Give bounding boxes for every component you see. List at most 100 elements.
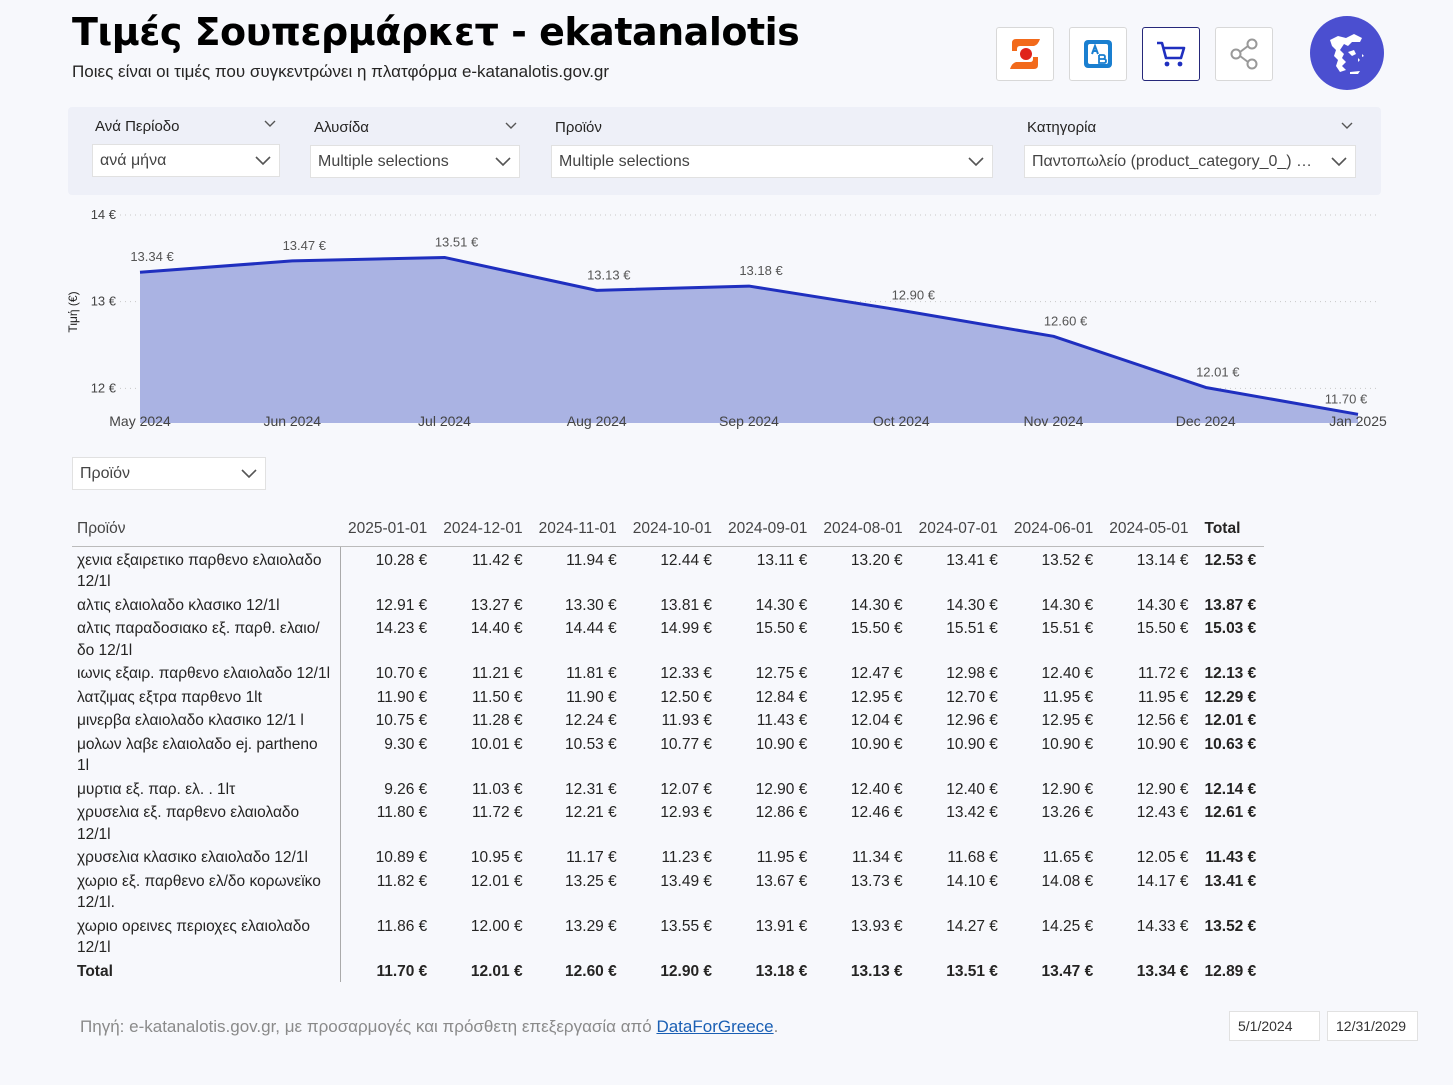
table-row: μινερβα ελαιολαδο κλασικο 12/1 l 10.75 € 1… [72,708,1264,732]
greece-map-button[interactable] [1310,16,1384,90]
price-cell: 15.50 € [755,620,808,637]
price-cell: 14.44 € [565,620,617,637]
ab-button[interactable] [1069,27,1127,81]
table-row: αλτις παραδοσιακο εξ. παρθ. ελαιο/δο 12/… [72,616,1264,661]
price-cell: 12.01 € [470,962,523,980]
table-row: μυρτια εξ. παρ. ελ. . 1lτ 9.26 € 11.03 € 12… [72,776,1264,800]
row-total-cell: 11.43 € [1205,849,1257,866]
price-cell: 12.56 € [1136,712,1189,729]
column-header-date[interactable]: 2024-08-01 [815,512,911,547]
price-cell: 12.47 € [850,665,903,682]
date-start-input[interactable]: 5/1/2024 [1229,1011,1320,1041]
sklavenitis-button[interactable] [996,27,1054,81]
price-cell: 13.41 € [946,551,998,569]
price-cell: 10.90 € [946,735,998,753]
price-cell: 14.27 € [946,917,998,935]
price-cell: 11.72 € [472,804,523,821]
data-label: 13.47 € [283,238,327,253]
data-label: 12.60 € [1044,313,1088,328]
row-total-cell: 15.03 € [1204,620,1257,637]
price-cell: 13.52 € [1041,551,1094,569]
price-cell: 12.95 € [850,688,903,706]
price-cell: 14.30 € [1041,596,1094,614]
data-label: 12.01 € [1196,364,1240,379]
price-cell: 14.33 € [1136,917,1189,935]
price-cell: 12.01 € [470,872,523,890]
price-cell: 12.70 € [946,688,998,706]
table-row: χωριο ορεινες περιοχες ελαιολαδο 12/1l 11… [72,913,1264,959]
price-cell: 14.30 € [946,596,998,614]
price-cell: 12.31 € [565,780,617,798]
product-filter-label: Προϊόν [555,119,602,136]
price-cell: 15.51 € [946,620,998,637]
column-header-date[interactable]: 2025-01-01 [340,512,436,547]
chevron-down-icon [1331,157,1347,167]
price-cell: 11.50 € [472,688,523,706]
price-cell: 13.47 € [1041,962,1094,980]
price-cell: 13.25 € [565,872,617,890]
column-header-total[interactable]: Total [1196,512,1265,547]
price-cell: 10.90 € [1136,735,1189,753]
price-cell: 12.40 € [850,780,903,798]
price-cell: 12.05 € [1136,849,1189,866]
price-cell: 12.95 € [1041,712,1094,729]
price-cell: 10.90 € [850,735,903,753]
price-cell: 10.90 € [1041,735,1094,753]
price-cell: 12.90 € [1136,780,1189,798]
price-cell: 14.30 € [850,596,903,614]
column-header-date[interactable]: 2024-06-01 [1005,512,1102,547]
price-cell: 13.51 € [946,962,998,980]
price-cell: 13.81 € [660,596,713,614]
x-tick-label: Jun 2024 [263,413,321,429]
column-header-date[interactable]: 2024-07-01 [910,512,1006,547]
dataforgreece-link[interactable]: DataForGreece [656,1017,774,1036]
product-dropdown[interactable]: Multiple selections [551,145,993,178]
price-cell: 14.99 € [660,620,713,637]
greece-map-icon [1330,34,1364,74]
cart-button[interactable] [1142,27,1200,81]
category-collapse-chevron-icon[interactable] [1341,122,1353,130]
share-button[interactable] [1215,27,1273,81]
date-end-input[interactable]: 12/31/2029 [1327,1011,1418,1041]
category-dropdown[interactable]: Παντοπωλείο (product_category_0_) + ... [1024,145,1356,178]
price-cell: 13.20 € [850,551,903,569]
chevron-down-icon [241,469,257,479]
period-dropdown[interactable]: ανά μήνα [92,144,280,177]
price-cell: 11.93 € [661,712,713,729]
column-header-date[interactable]: 2024-12-01 [435,512,531,547]
product-name-cell: αλτις παραδοσιακο εξ. παρθ. ελαιο/δο 12/… [72,616,341,661]
price-cell: 11.21 € [472,665,523,682]
column-header-date[interactable]: 2024-11-01 [530,512,625,547]
price-cell: 12.75 € [755,665,808,682]
chain-collapse-chevron-icon[interactable] [505,122,517,130]
price-cell: 9.30 € [384,735,428,753]
price-cell: 14.10 € [946,872,998,890]
column-header-date[interactable]: 2024-05-01 [1101,512,1197,547]
price-cell: 11.23 € [661,849,713,866]
period-dropdown-value: ανά μήνα [100,151,167,169]
price-cell: 14.30 € [755,596,808,614]
price-cell: 10.77 € [660,735,713,753]
price-cell: 12.04 € [850,712,903,729]
price-cell: 12.90 € [755,780,808,798]
column-header-product[interactable]: Προϊόν [72,512,340,547]
price-cell: 11.90 € [566,688,617,706]
price-cell: 14.08 € [1041,872,1094,890]
price-cell: 11.94 € [566,551,617,569]
source-footer: Πηγή: e-katanalotis.gov.gr, με προσαρμογ… [80,1017,778,1037]
period-collapse-chevron-icon[interactable] [264,120,276,128]
column-header-date[interactable]: 2024-10-01 [624,512,721,547]
price-area-chart: 14 € 13 € 12 € Τιμή (€) 13.34 € May 2024 13.47… [66,207,1387,429]
price-cell: 11.86 € [376,917,428,935]
table-row: ιωνις εξαιρ. παρθενο ελαιολαδο 12/1l 10.7… [72,661,1264,685]
price-cell: 10.75 € [375,712,428,729]
chain-dropdown[interactable]: Multiple selections [310,145,520,178]
table-product-slicer[interactable]: Προϊόν [72,457,266,490]
column-header-date[interactable]: 2024-09-01 [720,512,816,547]
x-tick-label: Nov 2024 [1024,413,1084,429]
price-cell: 12.00 € [470,917,523,935]
source-end: . [773,1017,779,1036]
data-label: 13.51 € [435,234,479,249]
price-matrix-table: Προϊόν 2025-01-01 2024-12-01 2024-11-01 2024… [72,512,1265,982]
x-tick-label: Dec 2024 [1176,413,1236,429]
